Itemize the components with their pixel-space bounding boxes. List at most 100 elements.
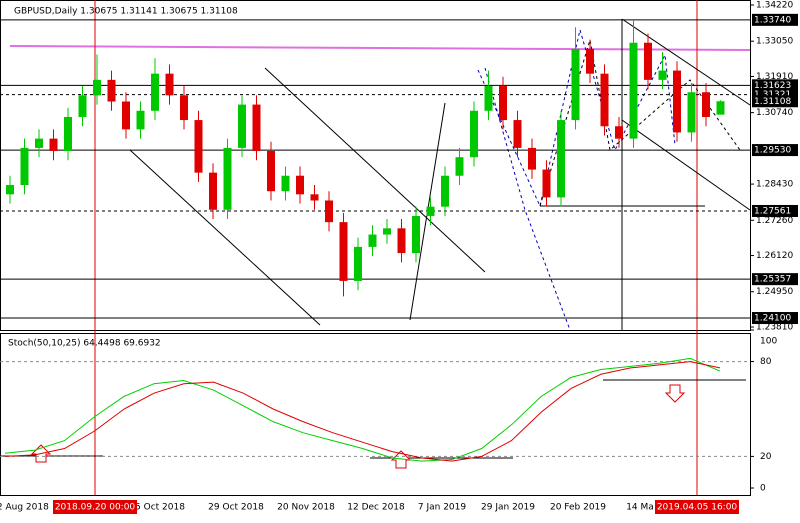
y-tick-label: 1.30740 xyxy=(756,108,793,118)
candle-body xyxy=(513,120,522,148)
y-tick-label: 1.34220 xyxy=(756,1,793,11)
stoch-panel xyxy=(0,333,751,496)
chart-title: GBPUSD,Daily 1.30675 1.31141 1.30675 1.3… xyxy=(14,7,238,17)
level-label: 1.25357 xyxy=(754,275,791,285)
candle-body xyxy=(687,92,696,133)
up-arrow xyxy=(390,450,412,469)
candle-body xyxy=(165,73,174,96)
level-label-bg xyxy=(752,79,798,92)
candle-body xyxy=(107,79,116,102)
y-tick-label: 1.31910 xyxy=(756,72,793,82)
candle-body xyxy=(49,138,58,151)
x-tick-label: 29 Oct 2018 xyxy=(208,503,264,513)
cursor-label: 2019.04.05 16:00 xyxy=(657,503,738,513)
y-tick-label: 1.26120 xyxy=(756,251,793,261)
candle-body xyxy=(122,101,130,130)
x-tick-label: 12 Dec 2018 xyxy=(347,503,405,513)
level-label: 1.31321 xyxy=(754,90,791,100)
candle-body xyxy=(252,104,261,151)
level-label: 1.31623 xyxy=(754,81,791,91)
pattern-line xyxy=(477,28,676,208)
candle-body xyxy=(397,228,406,254)
candle-body xyxy=(6,185,14,195)
candle-body xyxy=(194,120,203,173)
candle-body xyxy=(629,42,638,139)
y-tick-label: 1.27260 xyxy=(756,216,793,226)
candle-body xyxy=(35,138,43,148)
x-tick-label: 22 Aug 2018 xyxy=(0,503,49,513)
candle-body xyxy=(673,70,681,133)
candle-body xyxy=(702,92,710,117)
candle-body xyxy=(223,147,232,210)
y-tick-label: 80 xyxy=(760,357,772,367)
candle-body xyxy=(615,126,623,139)
candle-body xyxy=(644,42,652,80)
candle-body xyxy=(296,175,304,195)
candle-body xyxy=(281,175,290,192)
price-panel xyxy=(0,0,751,331)
y-tick-label: 1.28430 xyxy=(756,180,793,190)
candle-body xyxy=(368,234,377,247)
candle-body xyxy=(658,70,667,80)
x-tick-label: 20 Feb 2019 xyxy=(550,503,606,513)
candle-body xyxy=(354,246,362,281)
level-label-bg xyxy=(752,273,798,286)
candle-body xyxy=(716,101,725,115)
stoch-title: Stoch(50,10,25) 64.4498 69.6932 xyxy=(8,339,161,349)
candle-body xyxy=(238,104,246,148)
level-label-bg xyxy=(752,204,798,217)
level-label: 1.29530 xyxy=(754,146,791,156)
y-tick-label: 0 xyxy=(760,484,766,494)
candle-body xyxy=(310,194,319,201)
candle-body xyxy=(64,116,72,151)
level-label: 1.27561 xyxy=(754,206,791,216)
x-tick-label: 7 Jan 2019 xyxy=(418,503,466,513)
candle-body xyxy=(93,79,101,96)
candle-body xyxy=(484,86,493,111)
y-tick-label: 20 xyxy=(760,452,772,462)
level-label-bg xyxy=(752,144,798,157)
candle-body xyxy=(325,200,333,223)
candle-body xyxy=(499,86,507,121)
level-label-bg xyxy=(752,95,798,108)
y-tick-label: 1.23810 xyxy=(756,323,793,333)
trend-line xyxy=(621,119,751,211)
cursor-label: 2018.09.20 00:00 xyxy=(55,503,136,513)
level-label-bg xyxy=(752,13,798,26)
candle-body xyxy=(426,206,435,216)
candle-body xyxy=(151,73,159,111)
candle-body xyxy=(136,110,145,130)
candle-body xyxy=(586,48,594,74)
pattern-line xyxy=(484,67,571,331)
candle-body xyxy=(20,147,29,186)
candle-body xyxy=(528,147,536,170)
candle-body xyxy=(571,48,580,121)
candle-body xyxy=(339,222,348,281)
candle-body xyxy=(412,215,420,254)
candle-body xyxy=(441,175,449,207)
candle-body xyxy=(78,95,87,117)
y-tick-label: 1.33050 xyxy=(756,37,793,47)
candle-body xyxy=(267,150,275,192)
level-label-bg xyxy=(752,312,798,325)
cursor-label-bg xyxy=(53,500,137,514)
candle-body xyxy=(455,157,464,176)
stoch-line xyxy=(4,357,721,462)
candle-body xyxy=(383,228,391,235)
level-label: 1.31108 xyxy=(754,97,791,107)
level-label: 1.33740 xyxy=(754,15,791,25)
magenta-line xyxy=(9,45,751,51)
candle-body xyxy=(209,172,217,210)
candle-body xyxy=(542,169,551,198)
candle-body xyxy=(600,73,609,127)
y-tick-label: 100 xyxy=(760,337,777,347)
down-arrow xyxy=(664,384,686,403)
x-tick-label: 29 Jan 2019 xyxy=(481,503,535,513)
trend-line xyxy=(264,67,486,273)
x-tick-label: 20 Nov 2018 xyxy=(277,503,335,513)
x-tick-label: 5 Oct 2018 xyxy=(135,503,185,513)
y-tick-label: 1.24950 xyxy=(756,287,793,297)
stoch-line xyxy=(4,361,721,462)
